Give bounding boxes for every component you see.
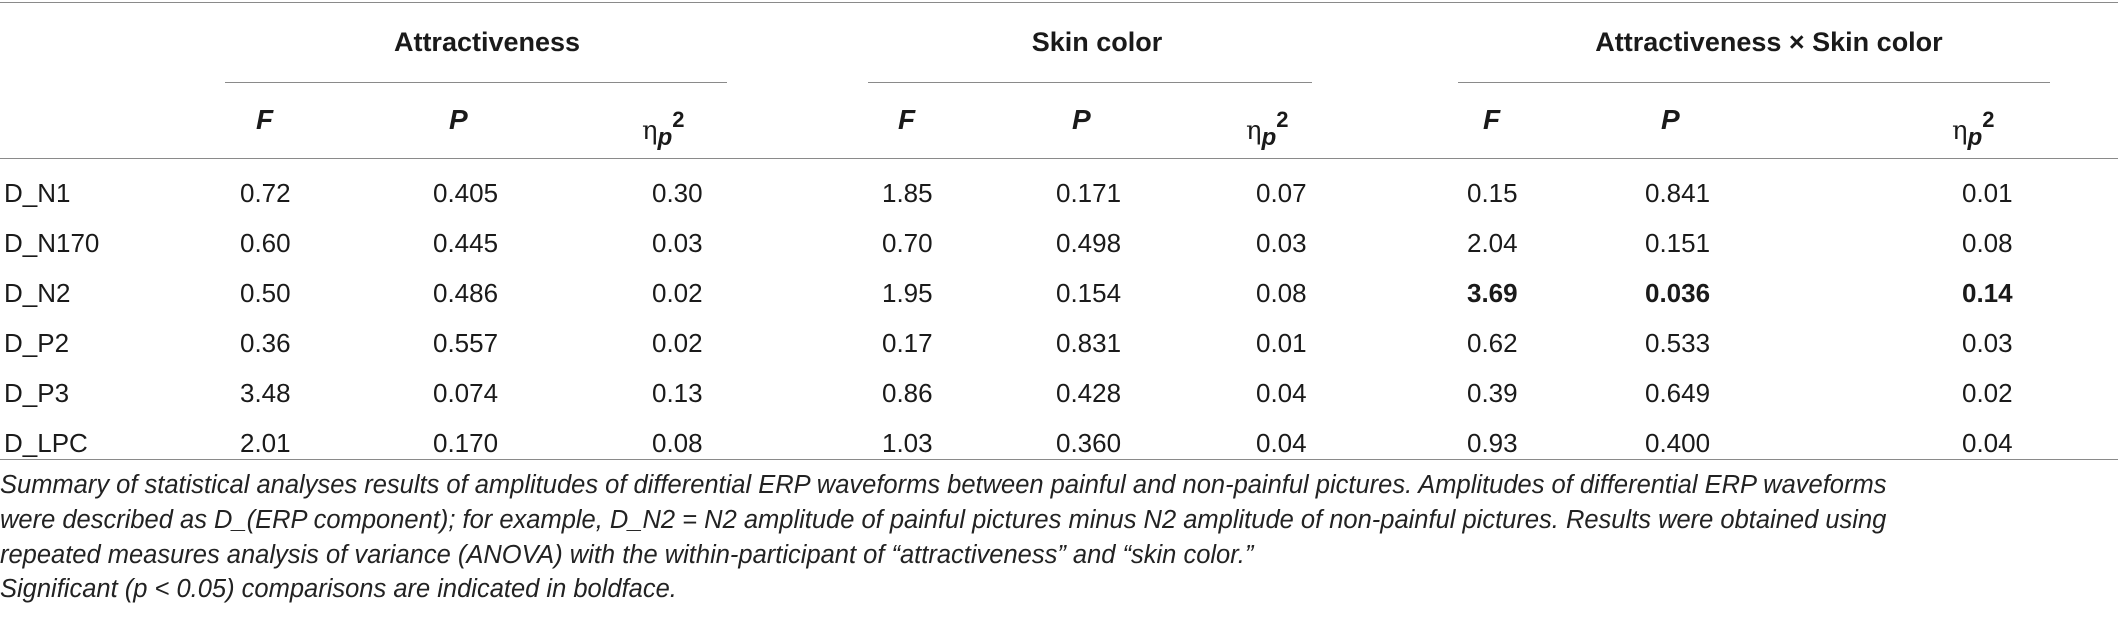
table-cell: 1.85	[882, 178, 933, 208]
table-cell: 0.036	[1645, 278, 1711, 308]
row-label: D_P2	[4, 328, 70, 358]
row-label: D_N2	[4, 278, 71, 308]
header-rule	[0, 158, 2118, 159]
row-label: D_LPC	[4, 428, 88, 458]
eta-header-1: ηp2	[1246, 107, 1289, 151]
table-cell: 0.60	[240, 228, 291, 258]
table-cell: 0.07	[1256, 178, 1307, 208]
row-label: D_N1	[4, 178, 71, 208]
table-cell: 0.405	[433, 178, 499, 208]
table-cell: 2.04	[1467, 228, 1518, 258]
group-rule-skin-color	[868, 82, 1312, 83]
table-cell: 0.08	[1256, 278, 1307, 308]
table-cell: 0.360	[1056, 428, 1122, 458]
table-cell: 0.400	[1645, 428, 1711, 458]
table-cell: 1.95	[882, 278, 933, 308]
footnote-line: Summary of statistical analyses results …	[0, 471, 1887, 499]
footnote-line: repeated measures analysis of variance (…	[0, 541, 1254, 569]
table-cell: 0.649	[1645, 378, 1711, 408]
table-cell: 0.39	[1467, 378, 1518, 408]
table-cell: 3.69	[1467, 278, 1518, 308]
table-cell: 0.831	[1056, 328, 1122, 358]
table-cell: 0.03	[1256, 228, 1307, 258]
table-cell: 0.62	[1467, 328, 1518, 358]
f-header-0: F	[256, 104, 274, 135]
eta-header-2: ηp2	[1952, 107, 1995, 151]
table-cell: 0.02	[1962, 378, 2013, 408]
group-rule-attractiveness	[225, 82, 727, 83]
table-cell: 0.08	[652, 428, 703, 458]
group-rule-interaction	[1458, 82, 2050, 83]
table-cell: 0.170	[433, 428, 499, 458]
row-label: D_P3	[4, 378, 70, 408]
p-header-1: P	[1072, 104, 1091, 135]
table-cell: 0.93	[1467, 428, 1518, 458]
row-label: D_N170	[4, 228, 100, 258]
table-cell: 0.486	[433, 278, 499, 308]
footnote-line: Significant (p < 0.05) comparisons are i…	[0, 575, 677, 603]
table-cell: 0.154	[1056, 278, 1122, 308]
table-cell: 0.14	[1962, 278, 2013, 308]
footnote-line: were described as D_(ERP component); for…	[0, 506, 1887, 534]
table-cell: 0.13	[652, 378, 703, 408]
top-rule	[0, 2, 2118, 3]
table-cell: 0.01	[1256, 328, 1307, 358]
table-cell: 0.03	[652, 228, 703, 258]
p-header-0: P	[449, 104, 468, 135]
table-cell: 0.02	[652, 328, 703, 358]
table-cell: 0.04	[1256, 428, 1307, 458]
table-cell: 0.03	[1962, 328, 2013, 358]
table-cell: 2.01	[240, 428, 291, 458]
table-cell: 0.15	[1467, 178, 1518, 208]
p-header-2: P	[1661, 104, 1680, 135]
table-cell: 0.074	[433, 378, 499, 408]
table-cell: 0.50	[240, 278, 291, 308]
table-cell: 0.171	[1056, 178, 1122, 208]
group-header-attractiveness: Attractiveness	[393, 27, 581, 57]
table-cell: 1.03	[882, 428, 933, 458]
table-cell: 0.30	[652, 178, 703, 208]
table-cell: 0.01	[1962, 178, 2013, 208]
eta-header-0: ηp2	[642, 107, 685, 151]
f-header-2: F	[1483, 104, 1501, 135]
table-cell: 0.498	[1056, 228, 1122, 258]
table-cell: 0.533	[1645, 328, 1711, 358]
table-cell: 0.70	[882, 228, 933, 258]
table-cell: 0.151	[1645, 228, 1711, 258]
table-cell: 0.36	[240, 328, 291, 358]
table-cell: 0.428	[1056, 378, 1122, 408]
bottom-rule	[0, 459, 2118, 460]
table-cell: 0.86	[882, 378, 933, 408]
table-cell: 0.04	[1962, 428, 2013, 458]
group-header-skin-color: Skin color	[1031, 27, 1163, 57]
table-cell: 3.48	[240, 378, 291, 408]
table-cell: 0.04	[1256, 378, 1307, 408]
table-cell: 0.557	[433, 328, 499, 358]
table-cell: 0.72	[240, 178, 291, 208]
f-header-1: F	[898, 104, 916, 135]
table-cell: 0.02	[652, 278, 703, 308]
table-cell: 0.841	[1645, 178, 1711, 208]
table-cell: 0.08	[1962, 228, 2013, 258]
table-cell: 0.445	[433, 228, 499, 258]
table-cell: 0.17	[882, 328, 933, 358]
group-header-interaction: Attractiveness × Skin color	[1595, 27, 1943, 57]
